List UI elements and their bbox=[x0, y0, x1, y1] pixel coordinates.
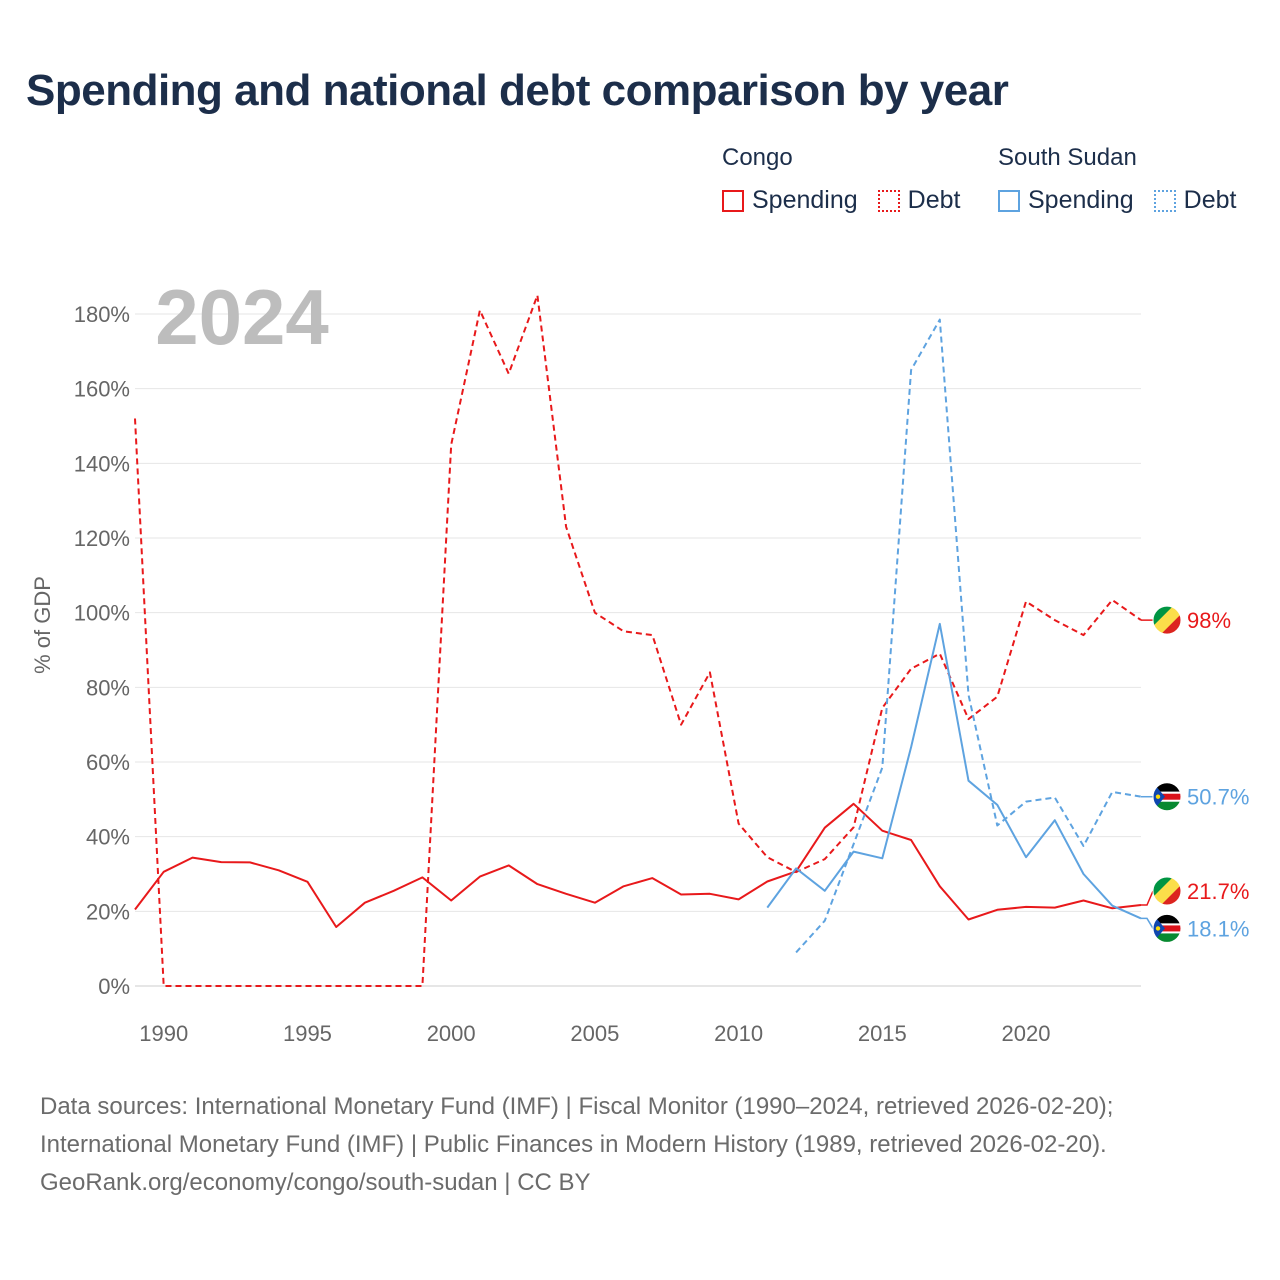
x-tick-label: 2010 bbox=[714, 1021, 763, 1046]
series-line-south-sudan-spending bbox=[766, 622, 1142, 920]
legend-label-south-sudan-spending: Spending bbox=[1028, 186, 1134, 214]
end-label-south-sudan-debt: 50.7% bbox=[1141, 782, 1249, 812]
legend-group-name: South Sudan bbox=[998, 144, 1137, 171]
source-line-1: Data sources: International Monetary Fun… bbox=[40, 1093, 1114, 1120]
y-tick-label: 140% bbox=[74, 451, 130, 476]
series-line-congo-spending bbox=[134, 802, 1142, 928]
series-line-south-sudan-debt bbox=[795, 318, 1142, 954]
end-value-label: 50.7% bbox=[1187, 785, 1249, 810]
x-tick-label: 2000 bbox=[427, 1021, 476, 1046]
congo-flag-icon bbox=[1153, 606, 1181, 635]
end-labels: 21.7% 98% 18.1% 50.7% bbox=[1141, 605, 1249, 943]
y-tick-label: 160% bbox=[74, 377, 130, 402]
legend-south-sudan: South Sudan Spending Debt bbox=[998, 144, 1236, 215]
data-source: Data sources: International Monetary Fun… bbox=[40, 1088, 1260, 1202]
end-label-congo-spending: 21.7% bbox=[1141, 876, 1249, 906]
south-sudan-flag-icon bbox=[1153, 914, 1181, 943]
legend-swatch-congo-spending bbox=[722, 189, 744, 212]
end-value-label: 21.7% bbox=[1187, 879, 1249, 904]
legend-label-congo-debt: Debt bbox=[907, 186, 961, 214]
end-value-label: 18.1% bbox=[1187, 916, 1249, 941]
line-chart: 2024 0%20%40%60%80%100%120%140%160%180% … bbox=[30, 273, 1249, 1046]
x-tick-label: 2005 bbox=[570, 1021, 619, 1046]
y-tick-label: 120% bbox=[74, 526, 130, 551]
y-tick-label: 20% bbox=[86, 899, 130, 924]
end-value-label: 98% bbox=[1187, 608, 1231, 633]
x-tick-label: 2020 bbox=[1002, 1021, 1051, 1046]
y-tick-label: 0% bbox=[98, 974, 130, 999]
leader-line bbox=[1141, 890, 1154, 906]
legend-swatch-congo-debt bbox=[877, 189, 900, 212]
y-tick-label: 100% bbox=[74, 601, 130, 626]
series-line-congo-debt bbox=[134, 294, 1142, 987]
y-tick-label: 60% bbox=[86, 750, 130, 775]
legend-swatch-south-sudan-spending bbox=[998, 189, 1020, 212]
series-lines bbox=[134, 294, 1142, 987]
y-axis-title: % of GDP bbox=[30, 576, 55, 674]
x-tick-label: 1995 bbox=[283, 1021, 332, 1046]
leader-line bbox=[1141, 917, 1154, 929]
y-axis-labels: 0% 20% 40% 60% 80% 100% 120% 140% 160% 180% bbox=[74, 302, 130, 999]
legend-swatch-south-sudan-debt bbox=[1153, 189, 1176, 212]
legend-label-south-sudan-debt: Debt bbox=[1183, 186, 1237, 214]
y-tick-label: 180% bbox=[74, 302, 130, 327]
end-label-south-sudan-spending: 18.1% bbox=[1141, 913, 1249, 943]
y-tick-label: 40% bbox=[86, 825, 130, 850]
x-axis-labels: 1990 1995 2000 2005 2010 2015 2020 bbox=[139, 1021, 1050, 1046]
south-sudan-flag-icon bbox=[1153, 782, 1181, 811]
gridlines bbox=[135, 313, 1141, 987]
year-watermark: 2024 bbox=[155, 273, 329, 361]
congo-flag-icon bbox=[1153, 876, 1181, 905]
end-label-congo-debt: 98% bbox=[1141, 605, 1231, 635]
legend-group-name: Congo bbox=[722, 144, 793, 171]
y-tick-label: 80% bbox=[86, 675, 130, 700]
x-tick-label: 1990 bbox=[139, 1021, 188, 1046]
source-line-2: International Monetary Fund (IMF) | Publ… bbox=[40, 1131, 1107, 1158]
x-tick-label: 2015 bbox=[858, 1021, 907, 1046]
legend-label-congo-spending: Spending bbox=[752, 186, 858, 214]
legend-congo: Congo Spending Debt bbox=[722, 144, 960, 215]
chart-title: Spending and national debt comparison by… bbox=[26, 66, 1009, 115]
source-line-3: GeoRank.org/economy/congo/south-sudan | … bbox=[40, 1169, 591, 1196]
